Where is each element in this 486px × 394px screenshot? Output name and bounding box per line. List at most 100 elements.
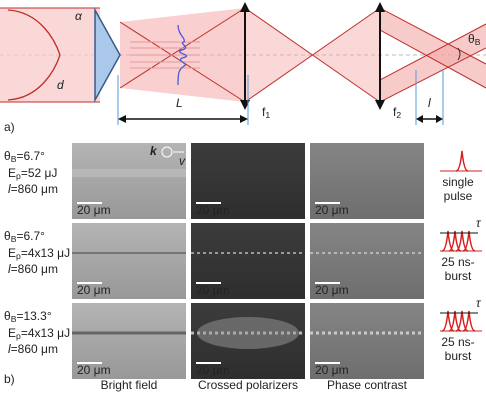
lens-arrow — [375, 2, 385, 12]
micrograph: 20 μm — [310, 303, 424, 379]
text-part: l — [8, 342, 11, 356]
scale-bar-label: 20 μm — [196, 283, 230, 297]
row-energy: Ep=52 μJ — [8, 166, 57, 181]
micrograph-background — [191, 223, 305, 299]
row-length: l=860 μm — [8, 342, 58, 356]
row-theta: θB=6.7° — [4, 229, 45, 244]
gaussian-profile — [7, 9, 61, 101]
bessel-profile — [177, 24, 188, 86]
text-part: p — [16, 331, 21, 341]
text-part: l — [8, 262, 11, 276]
text-part: L — [176, 96, 183, 110]
label-l: l — [428, 96, 431, 110]
text-part: θ — [4, 309, 11, 323]
velocity-label: v — [179, 154, 186, 168]
micrograph-background — [191, 143, 305, 219]
text-part: k — [150, 144, 158, 158]
ray — [379, 29, 486, 89]
text-part: 1 — [265, 110, 270, 120]
column-label: Phase contrast — [327, 378, 408, 392]
scale-bar-label: 20 μm — [77, 363, 111, 377]
text-part: B — [11, 314, 17, 324]
text-part: =4x13 μJ — [21, 326, 70, 340]
label-f2: f2 — [393, 105, 401, 120]
micrograph: 20 μm — [310, 223, 424, 299]
micrograph-background — [310, 143, 424, 219]
micrograph-background — [72, 303, 186, 379]
text-part: f — [393, 105, 397, 119]
pulse — [455, 150, 469, 172]
label-L: L — [176, 96, 183, 110]
track — [72, 169, 186, 177]
pulse-label: pulse — [444, 189, 473, 203]
text-part: θ — [4, 229, 11, 243]
scale-bar-label: 20 μm — [196, 363, 230, 377]
label-d: d — [57, 78, 64, 92]
pulse-label: burst — [445, 349, 472, 363]
micrograph: 20 μm — [72, 143, 186, 219]
output-beam — [380, 8, 486, 88]
micrograph: 20 μm — [191, 223, 305, 299]
text-part: E — [8, 166, 16, 180]
text-part: d — [57, 78, 64, 92]
text-part: p — [16, 251, 21, 261]
micrograph: 20 μm — [310, 143, 424, 219]
ray — [379, 7, 486, 65]
text-part: E — [8, 326, 16, 340]
text-part: b) — [4, 372, 15, 386]
ray — [379, 23, 486, 81]
text-part: p — [16, 171, 21, 181]
row-theta: θB=13.3° — [4, 309, 52, 324]
scale-bar-label: 20 μm — [196, 203, 230, 217]
tau-label: τ — [476, 216, 482, 230]
text-part: =860 μm — [11, 262, 58, 276]
text-part: l — [8, 182, 11, 196]
scale-bar-label: 20 μm — [77, 283, 111, 297]
text-part: =860 μm — [11, 182, 58, 196]
pulse — [462, 310, 476, 332]
pulse-label: burst — [445, 269, 472, 283]
micrograph-background — [310, 303, 424, 379]
panel-label: a) — [4, 120, 15, 134]
pulse-label: 25 ns- — [441, 255, 474, 269]
wavevector-symbol — [161, 146, 173, 158]
text-part: =52 μJ — [21, 166, 58, 180]
row-theta: θB=6.7° — [4, 149, 45, 164]
scale-bar-label: 20 μm — [315, 283, 349, 297]
axicon — [94, 7, 121, 103]
scale-bar-label: 20 μm — [315, 203, 349, 217]
ray — [244, 7, 381, 103]
text-part: =6.7° — [16, 229, 45, 243]
text-part: =13.3° — [16, 309, 51, 323]
text-part: B — [11, 234, 17, 244]
text-part: α — [75, 9, 83, 23]
column-label: Crossed polarizers — [198, 378, 298, 392]
text-part: =860 μm — [11, 342, 58, 356]
output-beam — [380, 24, 486, 102]
text-part: E — [8, 246, 16, 260]
damage-zone — [197, 317, 299, 349]
micrograph-background — [310, 223, 424, 299]
text-part: 2 — [396, 110, 401, 120]
text-part: B — [475, 37, 481, 47]
row-energy: Ep=4x13 μJ — [8, 326, 70, 341]
micrograph: 20 μm — [72, 303, 186, 379]
pulse — [462, 230, 476, 252]
text-part: =4x13 μJ — [21, 246, 70, 260]
dimension-arrow — [416, 115, 423, 123]
column-label: Bright field — [101, 378, 158, 392]
fringes — [130, 41, 200, 69]
input-beam — [0, 8, 100, 102]
scale-bar-label: 20 μm — [77, 203, 111, 217]
dimension-arrow — [118, 115, 126, 123]
scale-bar-label: 20 μm — [315, 363, 349, 377]
optical-setup — [0, 2, 486, 125]
wavevector-label: k — [150, 144, 158, 158]
row-length: l=860 μm — [8, 182, 58, 196]
micrograph-background — [72, 143, 186, 219]
micrograph: 20 μm — [191, 303, 305, 379]
text-part: B — [11, 154, 17, 164]
